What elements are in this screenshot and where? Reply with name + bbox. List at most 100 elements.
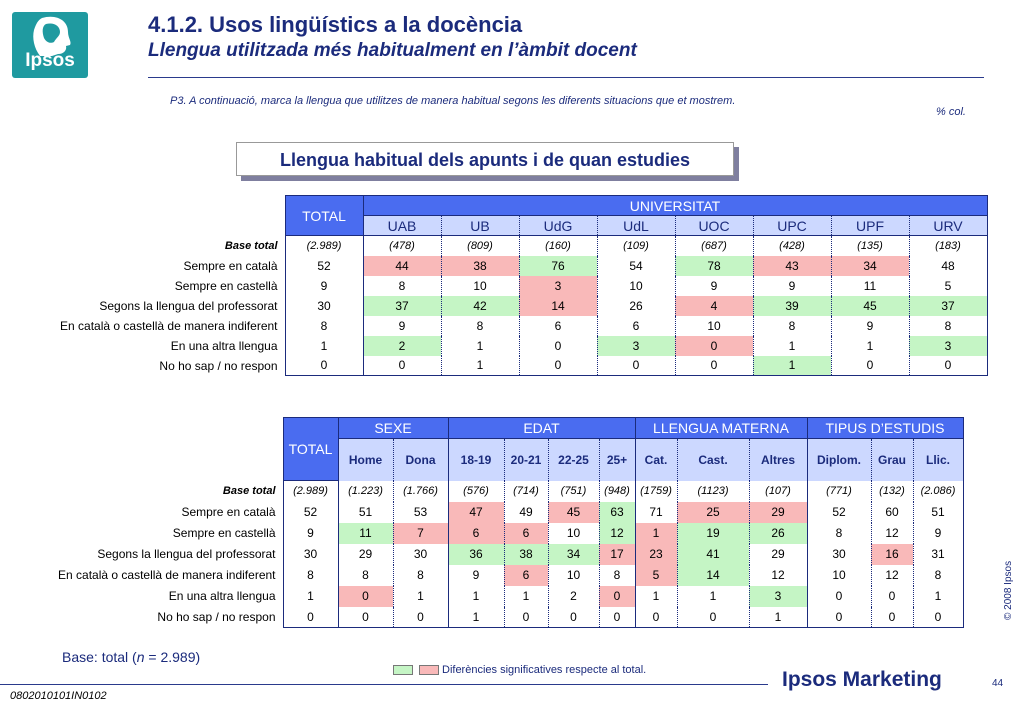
data-cell: 54	[596, 255, 675, 276]
data-cell: 0	[503, 606, 548, 628]
data-cell: 0	[806, 585, 871, 607]
table-row: Sempre en català 52 44 38 76 54 78 43 34 48	[36, 255, 988, 276]
data-cell: 34	[547, 543, 599, 565]
spacer-cell	[36, 439, 283, 481]
data-cell: 49	[503, 501, 548, 523]
significance-legend: Diferències significatives respecte al t…	[393, 664, 646, 676]
question-text: P3. A continuació, marca la llengua que …	[170, 95, 736, 107]
data-cell: 53	[392, 501, 448, 523]
column-header: 18-19	[447, 438, 505, 481]
total-value: 8	[282, 564, 339, 586]
data-cell: 0	[634, 606, 677, 628]
logo-text: Ipsos	[25, 50, 75, 71]
total-value: 0	[284, 355, 364, 376]
data-cell: 19	[676, 522, 749, 544]
row-label: En una altra llengua	[168, 589, 276, 603]
base-value: (428)	[752, 235, 831, 256]
data-cell: 8	[337, 564, 393, 586]
percent-col-note: % col.	[936, 106, 966, 118]
base-note-suffix: = 2.989)	[144, 649, 201, 665]
data-cell: 31	[912, 543, 964, 565]
data-cell: 29	[748, 501, 807, 523]
column-header-ub: UB	[440, 215, 520, 236]
row-label: No ho sap / no respon	[157, 610, 276, 624]
total-value: 30	[282, 543, 339, 565]
base-note-prefix: Base: total (	[62, 649, 137, 665]
base-value: (1.223)	[337, 480, 393, 502]
data-cell: 0	[547, 606, 599, 628]
data-cell: 0	[674, 335, 753, 356]
university-table: TOTAL UNIVERSITAT UAB UB UdG UdL UOC UPC UPF URV B…	[36, 195, 988, 376]
data-cell: 4	[674, 295, 753, 316]
column-header-uoc: UOC	[674, 215, 754, 236]
data-cell: 37	[362, 295, 441, 316]
column-header: 25+	[598, 438, 636, 481]
data-cell: 52	[806, 501, 871, 523]
data-cell: 0	[392, 606, 448, 628]
base-total-label: Base total	[222, 485, 276, 497]
legend-swatch-lower	[419, 665, 439, 676]
row-label: En una altra llengua	[170, 338, 278, 353]
data-cell: 1	[912, 585, 964, 607]
brand-logo-text: Ipsos Marketing	[782, 668, 942, 691]
data-cell: 12	[870, 564, 913, 586]
data-cell: 6	[447, 522, 504, 544]
column-header: Llic.	[912, 438, 964, 481]
base-total-value: (2.989)	[282, 480, 339, 502]
footer-divider	[0, 684, 768, 685]
base-value: (135)	[830, 235, 909, 256]
data-cell: 30	[392, 543, 448, 565]
total-value: 52	[284, 255, 364, 276]
column-header-upf: UPF	[830, 215, 910, 236]
data-cell: 0	[518, 355, 597, 376]
table-row: No ho sap / no respon 0 0 0 1 0 0 0 0 0 1 0 0 0	[36, 606, 964, 628]
data-cell: 8	[392, 564, 448, 586]
base-value: (771)	[806, 480, 871, 502]
row-label: En català o castellà de manera indiferen…	[58, 568, 276, 582]
data-cell: 26	[596, 295, 675, 316]
data-cell: 10	[547, 522, 599, 544]
base-value: (183)	[908, 235, 988, 256]
total-value: 8	[284, 315, 364, 336]
data-cell: 51	[912, 501, 964, 523]
data-cell: 1	[634, 522, 677, 544]
page-subtitle: Llengua utilitzada més habitualment en l…	[148, 40, 637, 61]
data-cell: 44	[362, 255, 441, 276]
data-cell: 1	[503, 585, 548, 607]
data-cell: 9	[362, 315, 441, 336]
data-cell: 12	[870, 522, 913, 544]
data-cell: 5	[634, 564, 677, 586]
face-profile-icon	[33, 16, 71, 56]
base-value: (160)	[518, 235, 597, 256]
data-cell: 10	[547, 564, 599, 586]
data-cell: 3	[596, 335, 675, 356]
data-cell: 51	[337, 501, 393, 523]
data-cell: 36	[447, 543, 504, 565]
column-header: 22-25	[547, 438, 600, 481]
data-cell: 78	[674, 255, 753, 276]
data-cell: 7	[392, 522, 448, 544]
base-value: (576)	[447, 480, 504, 502]
group-header: SEXE	[337, 417, 449, 439]
base-value: (2.086)	[912, 480, 964, 502]
column-header-udg: UdG	[518, 215, 598, 236]
data-cell: 26	[748, 522, 807, 544]
data-cell: 38	[503, 543, 548, 565]
legend-swatch-higher	[393, 665, 413, 676]
data-cell: 3	[748, 585, 807, 607]
data-cell: 10	[806, 564, 871, 586]
data-cell: 1	[440, 335, 519, 356]
data-cell: 1	[830, 335, 909, 356]
total-value: 1	[282, 585, 339, 607]
group-header: EDAT	[447, 417, 636, 439]
base-value: (107)	[748, 480, 807, 502]
base-value: (1123)	[676, 480, 749, 502]
data-cell: 0	[870, 606, 913, 628]
data-cell: 6	[518, 315, 597, 336]
data-cell: 1	[748, 606, 807, 628]
base-value: (948)	[598, 480, 635, 502]
data-cell: 0	[806, 606, 871, 628]
data-cell: 45	[830, 295, 909, 316]
table-row: Sempre en castellà 9 11 7 6 6 10 12 1 19 26 8 12 9	[36, 522, 964, 544]
data-cell: 11	[830, 275, 909, 296]
